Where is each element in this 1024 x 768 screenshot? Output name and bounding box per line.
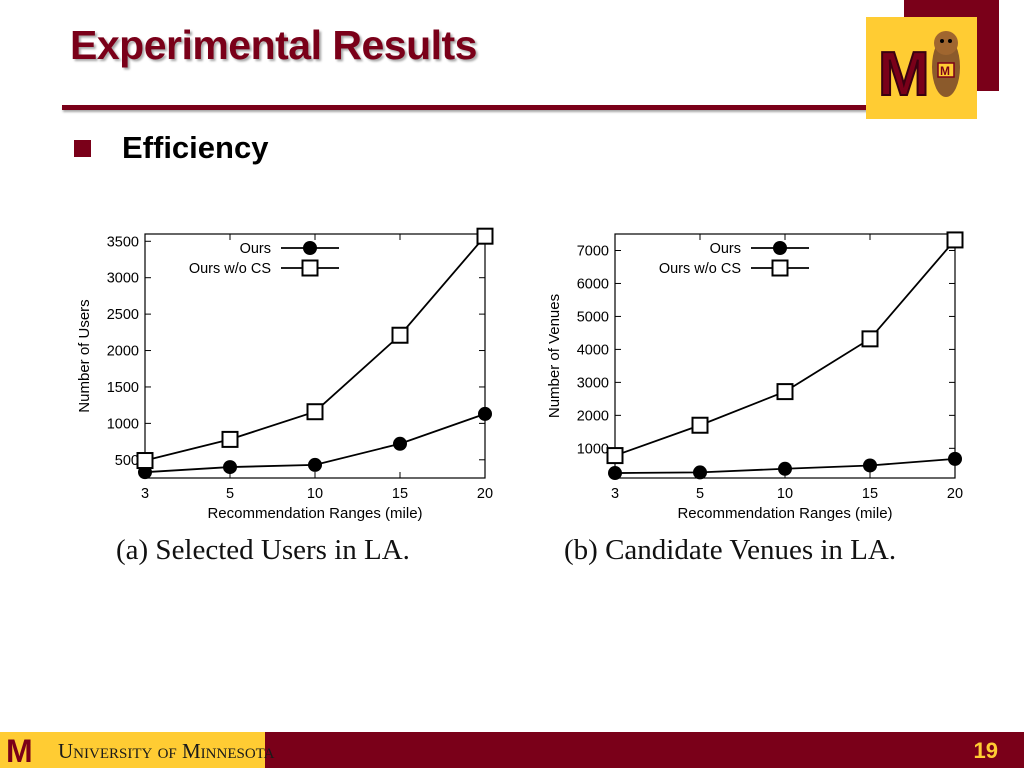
y-tick-label: 5000 (577, 309, 609, 325)
bullet-efficiency: Efficiency (122, 130, 269, 165)
y-axis-label: Number of Venues (546, 294, 563, 418)
legend-label: Ours (710, 241, 741, 257)
block-m-icon: M (6, 736, 33, 764)
data-point-ours-w-o-cs (391, 326, 409, 344)
x-tick-label: 20 (477, 486, 493, 502)
svg-text:M: M (878, 40, 930, 109)
x-axis-label: Recommendation Ranges (mile) (677, 505, 892, 522)
y-tick-label: 3000 (107, 271, 139, 287)
svg-text:M: M (940, 64, 950, 78)
university-name: University of Minnesota (58, 739, 275, 763)
chart-candidate-venues: 1000 2000 3000 4000 5000 6000 7000 3 5 10 15 20 Reco… (546, 231, 964, 522)
data-point-ours-w-o-cs (861, 330, 879, 348)
x-tick-label: 5 (226, 486, 234, 502)
legend-marker (773, 241, 787, 255)
legend-label: Ours w/o CS (189, 261, 271, 277)
data-point-ours (693, 465, 707, 480)
data-point-ours-w-o-cs (946, 231, 964, 249)
data-point-ours (778, 461, 792, 476)
slide-title: Experimental Results (70, 22, 478, 68)
caption-b: (b) Candidate Venues in LA. (564, 534, 897, 566)
page-number: 19 (973, 738, 998, 763)
y-tick-label: 2000 (577, 408, 609, 424)
data-point-ours (608, 466, 622, 481)
legend-marker (303, 241, 317, 255)
data-point-ours-w-o-cs (306, 403, 324, 421)
y-tick-label: 2500 (107, 307, 139, 323)
y-tick-label: 1000 (107, 416, 139, 432)
x-tick-label: 20 (947, 486, 963, 502)
x-tick-label: 3 (611, 486, 619, 502)
goldy-logo: M M (866, 17, 977, 119)
data-point-ours (223, 460, 237, 475)
data-point-ours (308, 457, 322, 472)
x-tick-label: 5 (696, 486, 704, 502)
bullet-square-icon (74, 140, 91, 157)
y-axis-label: Number of Users (76, 299, 93, 412)
x-tick-label: 15 (392, 486, 408, 502)
y-tick-label: 2000 (107, 344, 139, 360)
legend-label: Ours w/o CS (659, 261, 741, 277)
data-point-ours (393, 436, 407, 451)
y-tick-label: 1500 (107, 380, 139, 396)
y-tick-label: 6000 (577, 276, 609, 292)
goldy-mascot-icon: M M (877, 31, 960, 110)
university-logo[interactable]: M University of Minnesota (0, 732, 274, 768)
data-point-ours-w-o-cs (136, 452, 154, 470)
y-tick-label: 3500 (107, 234, 139, 250)
data-point-ours (863, 458, 877, 473)
x-tick-label: 3 (141, 486, 149, 502)
data-point-ours-w-o-cs (221, 430, 239, 448)
caption-a: (a) Selected Users in LA. (116, 534, 410, 566)
x-tick-label: 10 (307, 486, 323, 502)
y-tick-label: 1000 (577, 441, 609, 457)
title-underline (62, 105, 874, 110)
legend-label: Ours (240, 241, 271, 257)
legend-marker (771, 259, 789, 277)
x-tick-label: 10 (777, 486, 793, 502)
y-tick-label: 500 (115, 453, 139, 469)
x-tick-label: 15 (862, 486, 878, 502)
data-point-ours-w-o-cs (476, 227, 494, 245)
y-tick-label: 7000 (577, 243, 609, 259)
y-tick-label: 4000 (577, 342, 609, 358)
data-point-ours (948, 451, 962, 466)
legend-marker (301, 259, 319, 277)
x-axis-label: Recommendation Ranges (mile) (207, 505, 422, 522)
data-point-ours-w-o-cs (606, 447, 624, 465)
data-point-ours (478, 406, 492, 421)
svg-text:M: M (6, 736, 33, 764)
chart-selected-users: 500 1000 1500 2000 2500 3000 3500 3 5 10 15 20 Recom… (76, 227, 494, 522)
data-point-ours-w-o-cs (691, 416, 709, 434)
data-point-ours-w-o-cs (776, 383, 794, 401)
y-tick-label: 3000 (577, 375, 609, 391)
